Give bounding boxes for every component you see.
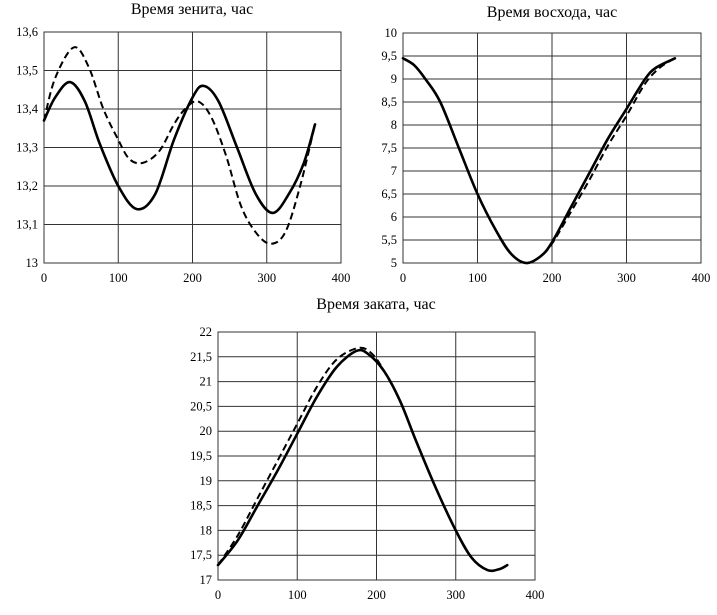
chart-sunrise: Время восхода, час 5 5,5 6 6,5 7 7,5 8 8,5 9 9,5 1… <box>381 4 710 285</box>
chart-zenith: Время зенита, час 13 13,1 13,2 13,3 13,4 13,5… <box>16 1 350 285</box>
y-tick-label: 20,5 <box>190 399 212 413</box>
chart-title: Время заката, час <box>316 296 435 313</box>
x-tick-label: 0 <box>41 271 47 285</box>
plot-area <box>43 31 342 264</box>
x-tick-label: 400 <box>332 271 351 285</box>
series-line-solid <box>216 348 509 573</box>
y-tick-label: 13 <box>26 256 39 270</box>
y-tick-label: 5 <box>391 256 397 270</box>
y-tick-label: 13,2 <box>16 179 38 193</box>
y-tick-label: 13,4 <box>16 102 39 116</box>
y-tick-label: 8 <box>391 118 397 132</box>
plot-area <box>217 331 536 581</box>
chart-sunset: Время заката, час 17 17,5 18 18,5 19 19,5 20 20… <box>190 296 544 602</box>
y-tick-label: 10 <box>385 26 398 40</box>
x-tick-label: 300 <box>257 271 276 285</box>
x-tick-label: 300 <box>617 271 636 285</box>
y-tick-label: 9,5 <box>381 49 397 63</box>
x-tick-label: 100 <box>468 271 487 285</box>
x-tick-label: 300 <box>446 588 465 602</box>
y-tick-label: 22 <box>200 325 213 339</box>
y-tick-label: 6 <box>391 210 397 224</box>
y-tick-label: 21 <box>200 375 213 389</box>
y-tick-label: 17 <box>200 573 213 587</box>
y-tick-label: 13,3 <box>16 141 38 155</box>
y-tick-label: 13,1 <box>16 218 38 232</box>
series-line-solid <box>401 57 677 265</box>
y-tick-label: 7 <box>391 164 397 178</box>
x-tick-label: 200 <box>543 271 562 285</box>
y-tick-label: 20 <box>200 424 213 438</box>
y-tick-label: 19,5 <box>190 449 212 463</box>
x-tick-label: 100 <box>109 271 128 285</box>
y-tick-label: 17,5 <box>190 548 212 562</box>
series-line-solid <box>42 80 317 215</box>
y-tick-label: 13,6 <box>16 25 38 39</box>
x-tick-label: 400 <box>692 271 711 285</box>
y-tick-label: 13,5 <box>16 64 38 78</box>
chart-title: Время восхода, час <box>487 4 617 21</box>
x-tick-label: 400 <box>526 588 545 602</box>
y-tick-label: 18,5 <box>190 499 212 513</box>
y-tick-label: 6,5 <box>381 187 397 201</box>
chart-title: Время зенита, час <box>131 1 253 18</box>
x-tick-label: 200 <box>367 588 386 602</box>
series-line-dashed <box>217 346 508 572</box>
plot-area <box>402 32 702 264</box>
y-tick-label: 5,5 <box>381 233 397 247</box>
x-tick-label: 100 <box>288 588 307 602</box>
y-tick-label: 18 <box>200 523 213 537</box>
series-line-dashed <box>402 57 676 265</box>
y-tick-label: 9 <box>391 72 397 86</box>
x-tick-label: 0 <box>215 588 221 602</box>
series-line-dashed <box>43 46 316 245</box>
x-tick-label: 0 <box>400 271 406 285</box>
y-tick-label: 19 <box>200 474 213 488</box>
y-tick-label: 8,5 <box>381 95 397 109</box>
y-tick-label: 7,5 <box>381 141 397 155</box>
y-tick-label: 21,5 <box>190 350 212 364</box>
x-tick-label: 200 <box>183 271 202 285</box>
